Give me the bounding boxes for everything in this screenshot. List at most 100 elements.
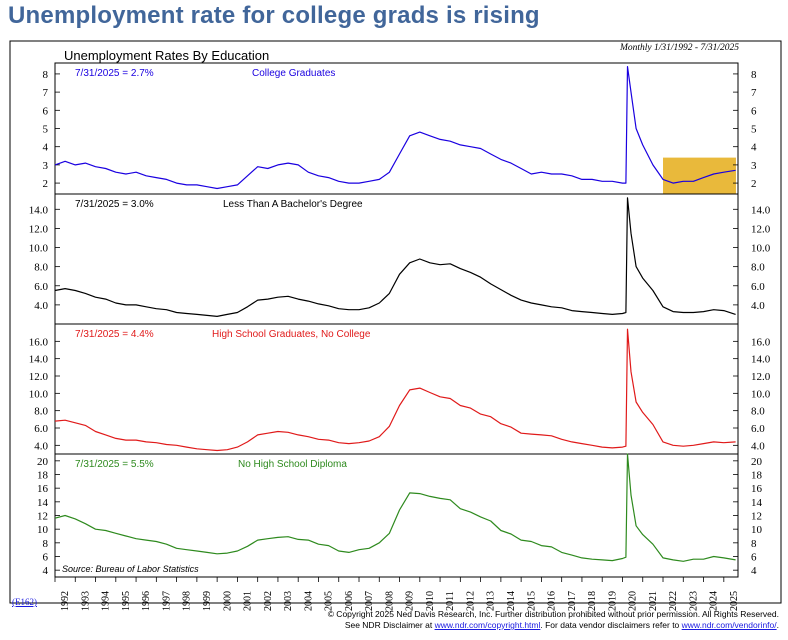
y-tick-label-right: 14.0 [751,354,771,366]
series-line [54,65,736,190]
y-tick-label-left: 5 [43,124,49,136]
y-tick-label-left: 14.0 [29,354,49,366]
highlight-box [663,157,736,194]
y-tick-label-right: 10.0 [751,243,771,255]
y-tick-label-left: 4.0 [34,440,48,452]
y-tick-label-left: 7 [43,87,49,99]
y-tick-label-left: 4 [43,565,49,577]
x-tick-label: 2024 [709,591,720,611]
x-tick-label: 2000 [222,591,233,611]
frequency-note: Monthly 1/31/1992 - 7/31/2025 [619,43,739,53]
x-tick-label: 2021 [648,591,659,611]
y-tick-label-left: 6 [43,552,49,564]
series-line [54,453,736,562]
y-tick-label-right: 6.0 [751,281,765,293]
x-tick-label: 1998 [182,591,193,611]
x-tick-label: 2011 [445,591,456,611]
y-tick-label-left: 8 [43,538,49,550]
x-tick-label: 2006 [344,591,355,611]
y-tick-label-right: 4.0 [751,300,765,312]
y-tick-label-left: 10.0 [29,388,49,400]
y-tick-label-left: 12 [37,511,48,523]
vendor-link[interactable]: www.ndr.com/vendorinfo/ [681,620,777,630]
panel-3: 4.0 4.0 6.0 6.0 8.0 8.0 10.0 10.0 12.0 12.0 14.0 14… [29,323,771,455]
x-tick-label: 2001 [243,591,254,611]
y-tick-label-left: 10 [37,524,49,536]
x-tick-label: 1997 [162,591,173,611]
panel-2: 4.0 4.0 6.0 6.0 8.0 8.0 10.0 10.0 12.0 12.0 14.0 14… [29,193,771,325]
y-tick-label-right: 5 [751,124,757,136]
y-tick-label-left: 8.0 [34,406,48,418]
y-tick-label-left: 14.0 [29,204,49,216]
y-tick-label-right: 20 [751,456,763,468]
series-name-label: Less Than A Bachelor's Degree [223,199,363,210]
y-tick-label-right: 4 [751,565,757,577]
y-tick-label-right: 12.0 [751,371,771,383]
x-tick-label: 2018 [587,591,598,611]
copyright-line: © Copyright 2025 Ned Davis Research, Inc… [327,609,779,619]
source-note: Source: Bureau of Labor Statistics [62,564,199,574]
y-tick-label-left: 6.0 [34,281,48,293]
panel-frame [54,323,739,455]
x-tick-label: 1996 [141,591,152,611]
y-tick-label-right: 6.0 [751,423,765,435]
x-tick-label: 2009 [405,591,416,611]
x-tick-label: 2020 [628,591,639,611]
x-tick-label: 2012 [466,591,477,611]
copyright-link[interactable]: www.ndr.com/copyright.html [434,620,541,630]
y-tick-label-right: 18 [751,470,763,482]
y-tick-label-left: 12.0 [29,223,49,235]
y-tick-label-right: 10 [751,524,763,536]
y-tick-label-right: 16 [751,483,763,495]
y-tick-label-left: 10.0 [29,243,49,255]
y-tick-label-right: 4 [751,142,757,154]
x-tick-label: 1994 [101,591,112,611]
y-tick-label-right: 12.0 [751,223,771,235]
latest-value-label: 7/31/2025 = 2.7% [75,68,154,79]
y-tick-label-right: 6 [751,105,757,117]
headline: Unemployment rate for college grads is r… [8,2,540,29]
y-tick-label-right: 8.0 [751,406,765,418]
x-tick-label: 2013 [486,591,497,611]
y-tick-label-right: 6 [751,552,757,564]
x-tick-label: 2010 [425,591,436,611]
disclaimer-prefix: See NDR Disclaimer at [344,620,435,630]
y-tick-label-right: 12 [751,511,762,523]
chart-panels: 2 2 3 3 4 4 5 5 6 6 7 7 8 8 7/31/2025 = 2.7% College Gr… [29,62,771,578]
y-tick-label-right: 8 [751,69,757,81]
y-tick-label-left: 16 [37,483,49,495]
disclaimer-line: See NDR Disclaimer at www.ndr.com/copyri… [345,620,779,630]
latest-value-label: 7/31/2025 = 3.0% [75,199,154,210]
y-tick-label-right: 4.0 [751,440,765,452]
y-tick-label-left: 3 [43,160,49,172]
y-tick-label-left: 20 [37,456,49,468]
y-tick-label-left: 8.0 [34,262,48,274]
x-tick-label: 2017 [567,591,578,611]
x-tick-label: 2008 [384,591,395,611]
y-tick-label-right: 16.0 [751,336,771,348]
y-tick-label-left: 14 [37,497,49,509]
y-tick-label-left: 2 [43,178,49,190]
x-tick-label: 2019 [607,591,618,611]
panel-frame [54,193,739,325]
y-tick-label-left: 16.0 [29,336,49,348]
series-name-label: No High School Diploma [238,459,347,470]
y-tick-label-left: 8 [43,69,49,81]
x-tick-label: 2002 [263,591,274,611]
disclaimer-mid: . For data vendor disclaimers refer to [540,620,682,630]
x-tick-label: 2004 [303,591,314,611]
y-tick-label-right: 14 [751,497,763,509]
y-tick-label-left: 4 [43,142,49,154]
series-line [54,328,736,452]
y-tick-label-left: 6 [43,105,49,117]
chart-code[interactable]: (E162) [12,597,37,607]
y-tick-label-right: 8.0 [751,262,765,274]
x-tick-label: 2015 [526,591,537,611]
x-tick-label: 1995 [121,591,132,611]
y-tick-label-left: 18 [37,470,49,482]
series-name-label: College Graduates [252,68,335,79]
x-tick-label: 2014 [506,591,517,611]
y-tick-label-right: 2 [751,178,757,190]
